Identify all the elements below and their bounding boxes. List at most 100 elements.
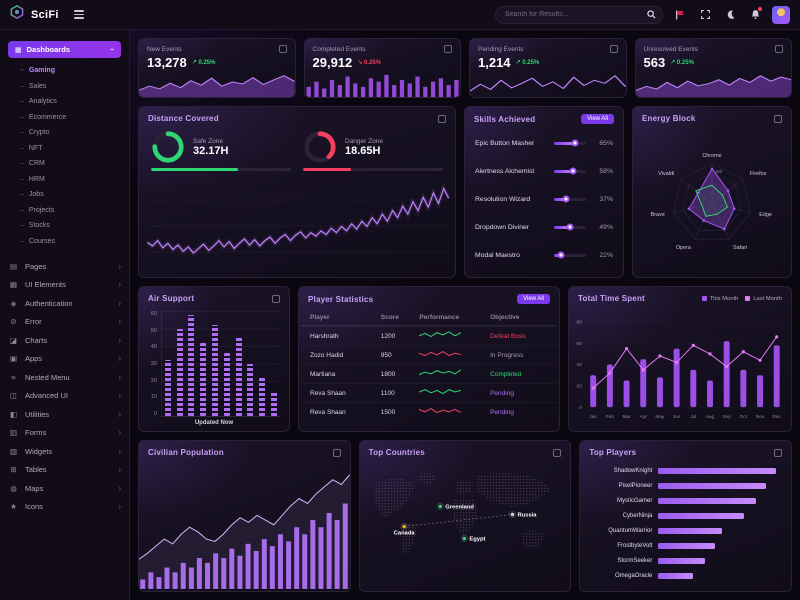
sidebar-subitem-projects[interactable]: – Projects [20, 203, 121, 219]
expand-icon[interactable] [272, 294, 280, 303]
expand-icon[interactable] [774, 448, 783, 457]
sidebar-item-authentication[interactable]: ◈ Authentication › [8, 294, 121, 313]
slider-thumb[interactable] [569, 167, 577, 175]
expand-icon[interactable] [609, 45, 618, 53]
civilian-population-card: Civilian Population [138, 440, 351, 592]
expand-icon[interactable] [332, 448, 341, 457]
top-countries-card: Top Countries Greenla [358, 440, 572, 592]
brand-name[interactable]: SciFi [31, 8, 59, 21]
expand-icon[interactable] [774, 114, 782, 123]
skill-slider[interactable] [554, 251, 586, 259]
search-input[interactable] [505, 11, 647, 18]
dashboard-grid-icon: ▦ [15, 46, 22, 54]
slider-thumb[interactable] [571, 139, 579, 147]
stat-change: ↗ 0.25% [670, 60, 694, 66]
map-marker-greenland[interactable]: Greenland [436, 502, 474, 510]
expand-icon[interactable] [553, 448, 562, 457]
top-player-name: OmegaOracle [614, 572, 653, 579]
svg-text:100: 100 [715, 169, 723, 174]
search-icon[interactable] [647, 6, 656, 24]
sidebar-item-nested-menu[interactable]: ≡ Nested Menu › [8, 368, 121, 387]
svg-text:Vivaldi: Vivaldi [658, 171, 674, 177]
top-navbar: SciFi [0, 0, 800, 30]
view-all-button[interactable]: View All [581, 114, 614, 124]
sidebar-subitem-hrm[interactable]: – HRM [20, 172, 121, 188]
sidebar-item-widgets[interactable]: ▧ Widgets › [8, 442, 121, 461]
skill-row-alertness-alchemist: Alertness Alchemist 58% [465, 157, 623, 185]
sidebar-item-ui-elements[interactable]: ▦ UI Elements › [8, 276, 121, 295]
performance-sparkline [419, 406, 490, 418]
dark-mode-icon[interactable] [722, 7, 738, 23]
sidebar-subitem-gaming[interactable]: – Gaming [20, 63, 121, 79]
svg-text:Chrome: Chrome [702, 153, 721, 159]
sidebar-subitem-crypto[interactable]: – Crypto [20, 125, 121, 141]
view-all-button[interactable]: View All [517, 294, 550, 304]
sidebar-item-apps[interactable]: ▣ Apps › [8, 350, 121, 369]
sidebar-item-icons[interactable]: ★ Icons › [8, 498, 121, 517]
skill-slider[interactable] [554, 195, 586, 203]
sidebar-item-tables[interactable]: ⊞ Tables › [8, 461, 121, 480]
sidebar-item-charts[interactable]: ◪ Charts › [8, 331, 121, 350]
svg-text:Aug: Aug [706, 414, 715, 420]
fullscreen-icon[interactable] [697, 7, 713, 23]
expand-icon[interactable] [438, 114, 446, 123]
sidebar-subitem-crm[interactable]: – CRM [20, 156, 121, 172]
subitem-label: Analytics [28, 98, 57, 106]
top-player-row: CyberNinja [590, 513, 781, 520]
stat-sparkline [635, 75, 791, 97]
language-flag-icon[interactable] [672, 7, 688, 23]
table-row: Harshrath 1200 Defeat Boss [301, 326, 557, 345]
authentication-icon: ◈ [10, 298, 17, 308]
card-title: Player Statistics [308, 294, 374, 304]
skills-list: Epic Button Masher 65% Alertness Alchemist… [465, 129, 623, 269]
gauge-label: Safe Zone [193, 137, 223, 145]
slider-thumb[interactable] [562, 195, 570, 203]
slider-thumb[interactable] [566, 223, 574, 231]
expand-icon[interactable] [775, 45, 783, 53]
sidebar-item-dashboards[interactable]: ▦ Dashboards › [8, 41, 121, 58]
expand-icon[interactable] [278, 45, 287, 53]
sidebar-item-label: Pages [25, 261, 47, 271]
skill-percent: 65% [599, 139, 613, 147]
sidebar-subitem-ecommerce[interactable]: – Ecommerce [20, 110, 121, 126]
sidebar-subitem-nft[interactable]: – NFT [20, 141, 121, 157]
air-bar [223, 353, 230, 416]
map-marker-canada[interactable]: Canada [393, 522, 415, 537]
sidebar-subitem-jobs[interactable]: – Jobs [20, 187, 121, 203]
sidebar-subitem-analytics[interactable]: – Analytics [20, 94, 121, 110]
top-player-row: StormSeeker [590, 557, 781, 564]
stats-row: New Events 13,278 ↗ 0.25% Completed Events 2… [138, 38, 792, 98]
notifications-icon[interactable] [747, 6, 763, 23]
map-marker-egypt[interactable]: Egypt [460, 535, 485, 543]
column-header: Player [310, 313, 330, 321]
sidebar-subitem-courses[interactable]: – Courses [20, 234, 121, 250]
sidebar-item-label: Authentication [25, 298, 73, 308]
user-avatar[interactable] [772, 5, 790, 24]
sidebar-item-utilities[interactable]: ◧ Utilities › [8, 405, 121, 424]
table-row: Zozo Hadid 950 In Progress [301, 345, 557, 364]
sidebar-item-forms[interactable]: ▥ Forms › [8, 424, 121, 443]
sidebar-subitem-stocks[interactable]: – Stocks [20, 218, 121, 234]
map-marker-russia[interactable]: Russia [508, 510, 537, 518]
skill-slider[interactable] [554, 223, 586, 231]
svg-text:Greenland: Greenland [445, 504, 474, 510]
objective-label: In Progress [490, 351, 524, 359]
menu-toggle-icon[interactable] [73, 10, 84, 19]
brand-logo-icon[interactable] [10, 4, 24, 24]
card-title: Air Support [148, 294, 195, 303]
subitem-label: Stocks [28, 222, 50, 230]
top-player-name: StormSeeker [617, 557, 653, 564]
sidebar-item-error[interactable]: ⊘ Error › [8, 313, 121, 332]
sidebar-subitem-sales[interactable]: – Sales [20, 79, 121, 95]
skill-slider[interactable] [554, 167, 586, 175]
skill-row-resolution-wizard: Resolution Wizard 37% [465, 185, 623, 213]
slider-thumb[interactable] [557, 251, 565, 259]
skill-name: Resolution Wizard [475, 195, 531, 203]
expand-icon[interactable] [444, 45, 452, 53]
skill-slider[interactable] [554, 139, 586, 147]
search-box[interactable] [495, 5, 663, 24]
sidebar-item-pages[interactable]: ▤ Pages › [8, 257, 121, 276]
sidebar-item-maps[interactable]: ◍ Maps › [8, 479, 121, 498]
stat-sparkline [139, 75, 295, 97]
sidebar-item-advanced-ui[interactable]: ◫ Advanced UI › [8, 387, 121, 406]
